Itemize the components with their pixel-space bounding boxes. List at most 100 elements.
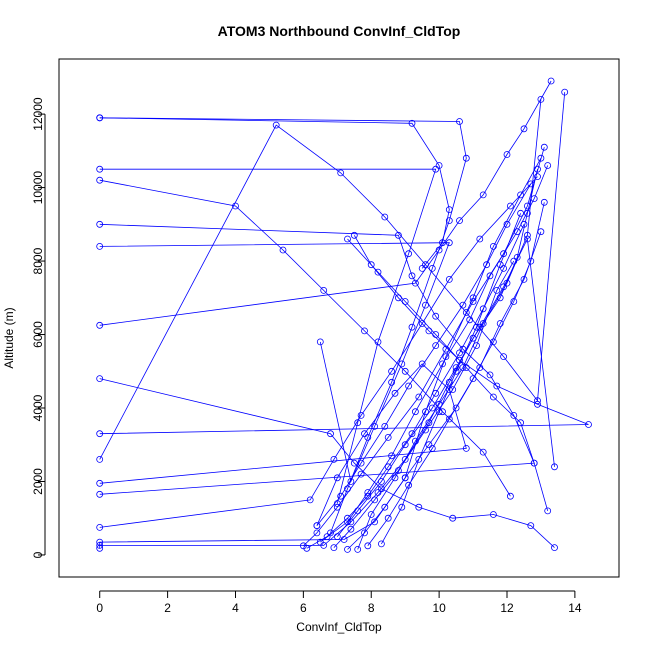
y-tick-label: 6000 bbox=[31, 321, 45, 348]
data-point bbox=[408, 323, 416, 331]
data-point bbox=[408, 119, 416, 127]
data-point bbox=[527, 522, 535, 529]
data-point bbox=[466, 316, 474, 324]
series-line bbox=[99, 176, 538, 528]
data-point bbox=[432, 342, 440, 350]
data-point bbox=[428, 444, 436, 452]
series-line bbox=[306, 224, 525, 549]
data-point bbox=[374, 268, 382, 276]
data-point bbox=[496, 320, 504, 327]
data-point bbox=[435, 162, 443, 169]
series-22 bbox=[333, 235, 558, 540]
x-tick-label: 12 bbox=[500, 601, 514, 615]
data-point bbox=[544, 162, 552, 169]
series-10 bbox=[96, 239, 453, 485]
data-point bbox=[357, 411, 365, 419]
data-point bbox=[551, 463, 558, 471]
data-point bbox=[445, 275, 453, 283]
data-point bbox=[96, 542, 104, 549]
data-point bbox=[391, 389, 399, 397]
x-tick-label: 8 bbox=[368, 601, 375, 615]
data-point bbox=[489, 511, 497, 518]
data-point bbox=[374, 338, 382, 346]
data-point bbox=[401, 367, 409, 375]
series-layer bbox=[96, 77, 592, 553]
data-point bbox=[479, 305, 487, 313]
data-point bbox=[435, 408, 443, 416]
data-point bbox=[327, 529, 334, 537]
data-point bbox=[377, 478, 385, 485]
data-point bbox=[398, 360, 406, 368]
data-point bbox=[377, 540, 385, 548]
series-line bbox=[320, 165, 549, 543]
data-point bbox=[364, 542, 372, 550]
data-point bbox=[408, 272, 416, 280]
data-point bbox=[371, 496, 379, 504]
data-point bbox=[432, 389, 440, 397]
data-point bbox=[486, 272, 494, 280]
data-point bbox=[469, 375, 477, 383]
series-line bbox=[99, 168, 437, 504]
data-point bbox=[473, 342, 480, 350]
data-point bbox=[445, 415, 453, 423]
data-point bbox=[503, 151, 511, 158]
data-point bbox=[313, 522, 321, 529]
data-point bbox=[367, 511, 375, 518]
data-point bbox=[96, 455, 104, 463]
data-point bbox=[96, 114, 104, 122]
data-point bbox=[323, 533, 331, 540]
series-line bbox=[303, 147, 545, 547]
x-tick-label: 6 bbox=[300, 601, 307, 615]
axes-layer: 0 2 4 6 8 10 12 14 0 2000 4000 6000 8000 10000 12000 bbox=[31, 97, 582, 615]
data-point bbox=[415, 393, 423, 401]
data-point bbox=[411, 408, 419, 416]
data-point bbox=[520, 125, 528, 133]
data-point bbox=[344, 514, 351, 522]
data-point bbox=[537, 154, 545, 162]
series-7 bbox=[96, 77, 555, 329]
data-point bbox=[337, 169, 345, 177]
data-point bbox=[445, 217, 453, 225]
data-point bbox=[361, 430, 368, 438]
y-tick-label: 8000 bbox=[31, 247, 45, 274]
series-15 bbox=[299, 143, 548, 550]
data-point bbox=[415, 503, 423, 511]
data-point bbox=[432, 312, 440, 320]
x-tick-label: 0 bbox=[96, 601, 103, 615]
series-line bbox=[99, 223, 549, 512]
data-point bbox=[506, 202, 514, 210]
data-point bbox=[381, 422, 389, 430]
data-point bbox=[272, 121, 280, 129]
data-point bbox=[500, 283, 508, 291]
series-line bbox=[381, 213, 521, 545]
data-point bbox=[96, 490, 104, 498]
data-point bbox=[493, 382, 501, 390]
data-point bbox=[347, 525, 355, 533]
data-point bbox=[344, 235, 351, 243]
data-point bbox=[405, 382, 413, 390]
series-line bbox=[99, 117, 450, 269]
data-point bbox=[462, 309, 470, 316]
data-point bbox=[493, 286, 501, 294]
data-point bbox=[428, 404, 436, 412]
data-point bbox=[96, 524, 104, 531]
data-point bbox=[354, 546, 362, 553]
series-line bbox=[316, 183, 532, 526]
data-point bbox=[527, 257, 535, 265]
series-line bbox=[99, 158, 542, 549]
data-point bbox=[456, 217, 463, 225]
data-point bbox=[330, 544, 338, 551]
plot-frame bbox=[58, 58, 620, 578]
data-point bbox=[432, 165, 440, 173]
data-point bbox=[381, 213, 389, 221]
data-point bbox=[96, 430, 104, 438]
data-point bbox=[449, 386, 457, 394]
series-line bbox=[333, 260, 515, 548]
y-tick-label: 12000 bbox=[31, 97, 45, 131]
y-tick-label: 10000 bbox=[31, 171, 45, 205]
data-point bbox=[439, 239, 446, 247]
data-point bbox=[411, 279, 419, 287]
data-point bbox=[544, 507, 552, 515]
